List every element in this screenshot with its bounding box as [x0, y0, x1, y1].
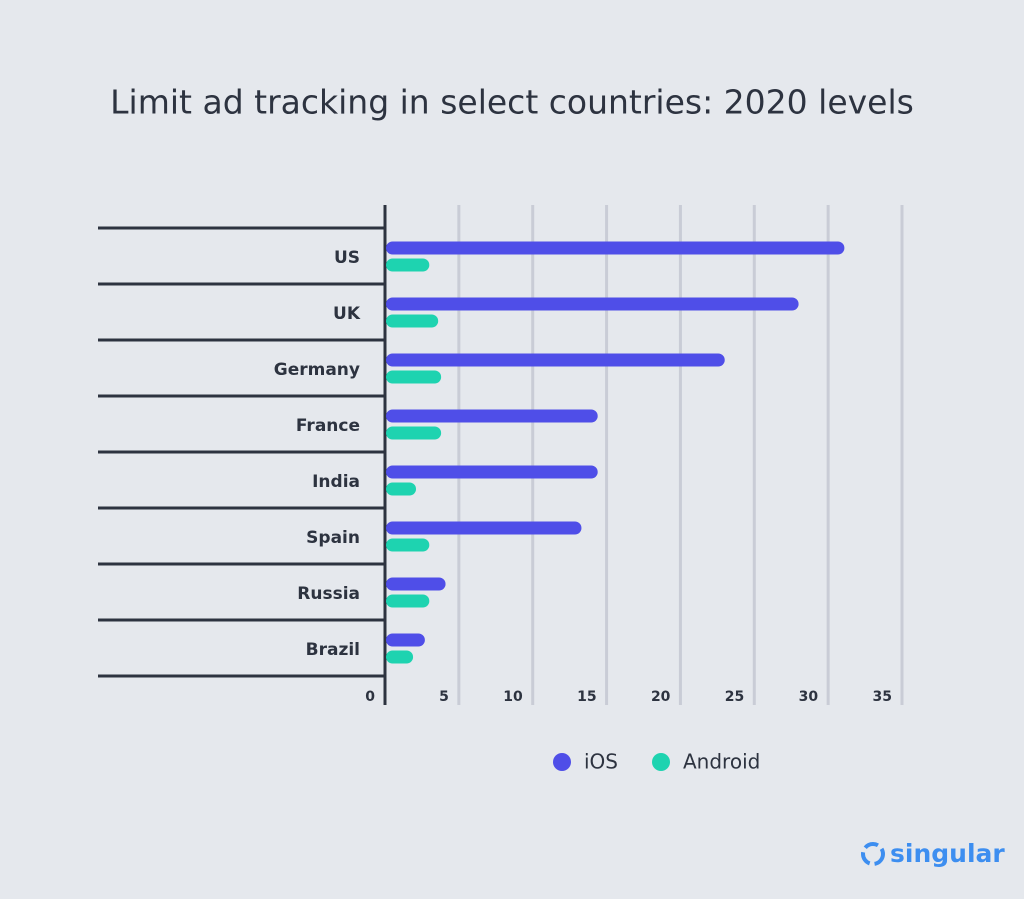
y-tick-label: France	[296, 416, 360, 436]
bar	[386, 370, 442, 384]
logo-icon	[861, 842, 885, 866]
bar	[386, 633, 425, 647]
y-tick-label: UK	[333, 304, 361, 324]
x-tick-label: 35	[873, 689, 892, 705]
bar	[386, 594, 430, 608]
bar	[386, 521, 582, 535]
legend-marker	[553, 753, 571, 771]
y-tick-label: India	[312, 472, 360, 492]
x-tick-label: 20	[651, 689, 671, 705]
bar	[386, 482, 417, 496]
bar	[386, 258, 430, 272]
bar	[386, 577, 446, 591]
bar	[386, 426, 442, 440]
bar	[386, 409, 598, 423]
legend-label: iOS	[584, 750, 618, 774]
x-tick-label: 10	[503, 689, 523, 705]
x-tick-label: 15	[577, 689, 596, 705]
bar	[386, 650, 414, 664]
bar	[386, 314, 439, 328]
bar	[386, 465, 598, 479]
y-tick-label: Spain	[306, 528, 360, 548]
y-tick-label: Germany	[274, 360, 360, 380]
legend-label: Android	[683, 750, 760, 774]
legend-marker	[652, 753, 670, 771]
x-tick-label: 25	[725, 689, 744, 705]
x-tick-label: 30	[799, 689, 819, 705]
x-tick-label: 5	[439, 689, 449, 705]
bar	[386, 353, 725, 367]
y-tick-label: US	[334, 248, 360, 268]
y-tick-label: Brazil	[306, 640, 360, 660]
bar	[386, 241, 845, 255]
logo-text: singular	[890, 839, 1005, 868]
bar	[386, 538, 430, 552]
brand-logo: singular	[861, 839, 1005, 868]
y-tick-label: Russia	[297, 584, 360, 604]
bar	[386, 297, 799, 311]
x-tick-label: 0	[365, 689, 375, 705]
chart-title: Limit ad tracking in select countries: 2…	[110, 83, 914, 122]
